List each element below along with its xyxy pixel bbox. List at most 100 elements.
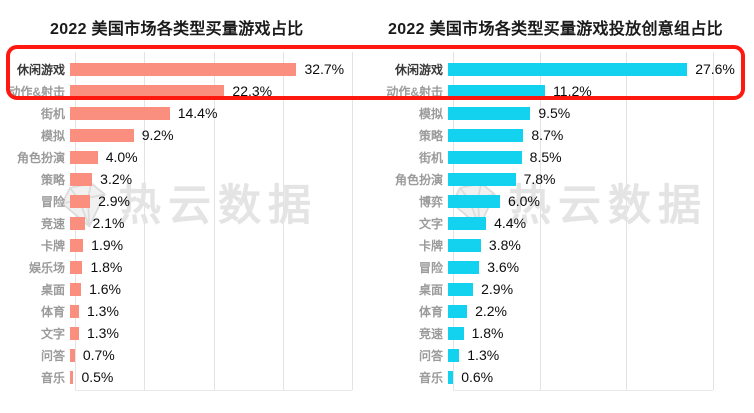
category-label: 竞速 [418,326,443,341]
right-chart-title: 2022 美国市场各类型买量游戏投放创意组占比 [388,21,723,38]
gridline [282,52,284,390]
bar [448,348,460,362]
chart-row: 卡牌 1.9% [0,234,377,256]
chart-row: 角色扮演 4.0% [0,146,377,168]
value-label: 2.1% [92,215,125,231]
gridline [539,52,541,390]
category-label: 街机 [418,150,443,165]
gridline [352,52,353,390]
chart-row: 冒险 3.6% [377,256,754,278]
gridline [713,52,714,390]
chart-row: 音乐 0.6% [377,366,754,388]
category-label: 街机 [40,106,65,121]
category-label: 问答 [40,348,65,363]
category-label: 休闲游戏 [16,62,65,77]
category-label: 策略 [418,128,443,143]
value-label: 27.6% [695,61,735,77]
bar [448,216,487,230]
bar [70,304,79,318]
category-label: 冒险 [418,260,443,275]
value-label: 9.2% [141,127,174,143]
value-label: 1.8% [471,325,504,341]
value-label: 2.2% [475,303,507,319]
chart-row: 娱乐场 1.8% [0,256,377,278]
chart-row: 冒险 2.9% [0,190,377,212]
bar [448,370,454,384]
bar [70,216,85,230]
value-label: 0.5% [81,369,114,385]
chart-row: 休闲游戏 32.7% [0,58,377,80]
bar [70,172,93,186]
chart-row: 动作&射击 22.3% [0,80,377,102]
chart-row: 博弈 6.0% [377,190,754,212]
chart-row: 休闲游戏 27.6% [377,58,754,80]
bar [448,238,481,252]
chart-row: 体育 1.3% [0,300,377,322]
value-label: 4.0% [105,149,138,165]
category-label: 动作&射击 [8,84,65,99]
category-label: 模拟 [418,106,443,121]
chart-row: 角色扮演 7.8% [377,168,754,190]
bar [448,128,524,142]
category-label: 桌面 [418,282,443,297]
bar [448,172,516,186]
value-label: 14.4% [177,105,218,121]
value-label: 7.8% [523,171,556,187]
bar [70,370,74,384]
bar [448,84,546,98]
category-label: 卡牌 [418,238,443,253]
bar [448,150,522,164]
chart-row: 桌面 1.6% [0,278,377,300]
value-label: 8.7% [531,127,564,143]
value-label: 1.8% [90,259,123,275]
chart-row: 音乐 0.5% [0,366,377,388]
value-label: 3.6% [487,259,520,275]
chart-row: 街机 14.4% [0,102,377,124]
bar [448,260,480,274]
chart-row: 问答 1.3% [377,344,754,366]
value-label: 1.9% [91,237,124,253]
category-label: 体育 [418,304,443,319]
bar [448,62,688,76]
bar [70,62,297,76]
bar [70,150,98,164]
bar [70,326,79,340]
left-chart-panel: 2022 美国市场各类型买量游戏占比 休闲游戏 32.7% 动作&射击 22.3% 街机… [0,21,377,391]
chart-row: 策略 8.7% [377,124,754,146]
category-label: 博弈 [418,194,443,209]
bar [70,106,170,120]
value-label: 1.3% [87,325,119,341]
bar [70,238,84,252]
chart-row: 文字 1.3% [0,322,377,344]
bar [70,194,91,208]
category-label: 角色扮演 [394,172,443,187]
value-label: 4.4% [494,215,527,231]
category-label: 冒险 [40,194,65,209]
value-label: 0.6% [461,369,494,385]
chart-row: 体育 2.2% [377,300,754,322]
bar [70,128,134,142]
category-label: 文字 [418,216,443,231]
value-label: 1.6% [89,281,121,297]
value-label: 8.5% [529,149,562,165]
category-label: 策略 [40,172,65,187]
bar [70,348,75,362]
left-chart-title: 2022 美国市场各类型买量游戏占比 [50,21,304,38]
value-label: 2.9% [98,193,130,209]
value-label: 2.9% [481,281,514,297]
value-label: 6.0% [508,193,540,209]
value-label: 22.3% [232,83,273,99]
chart-row: 问答 0.7% [0,344,377,366]
category-label: 体育 [40,304,65,319]
value-label: 1.3% [87,303,119,319]
chart-row: 动作&射击 11.2% [377,80,754,102]
bar [448,304,468,318]
bar [70,84,225,98]
category-label: 休闲游戏 [394,62,443,77]
value-label: 32.7% [304,61,345,77]
bar [448,106,531,120]
bar [70,282,82,296]
chart-row: 模拟 9.5% [377,102,754,124]
right-chart-panel: 2022 美国市场各类型买量游戏投放创意组占比 休闲游戏 27.6% 动作&射击 11… [377,0,754,413]
category-label: 卡牌 [40,238,65,253]
